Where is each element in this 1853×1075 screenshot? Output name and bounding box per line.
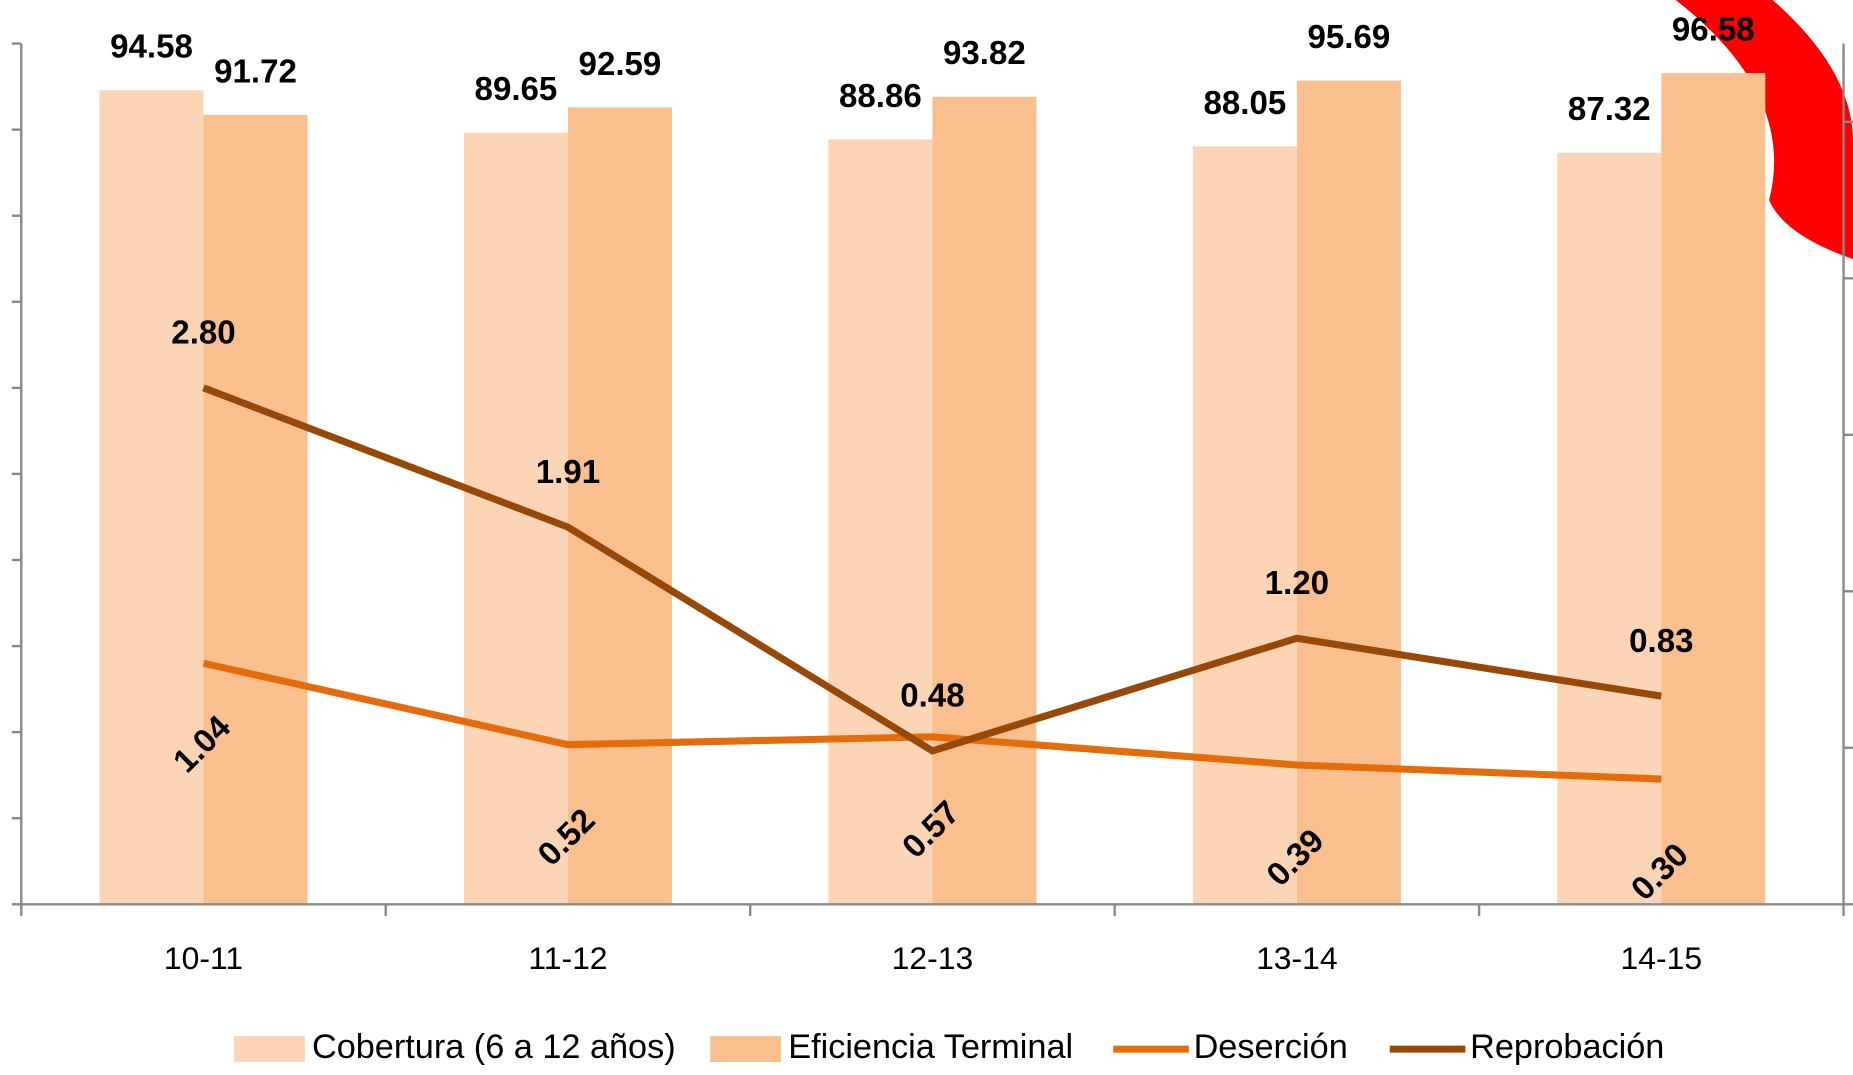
bar <box>203 114 308 905</box>
legend-label: Cobertura (6 a 12 años) <box>312 1028 676 1066</box>
bar-value-label: 89.65 <box>475 70 558 107</box>
bar-value-label: 87.32 <box>1568 90 1651 127</box>
bar-value-label: 94.58 <box>110 28 193 65</box>
bar <box>99 90 204 905</box>
bar <box>1192 146 1297 905</box>
bar-value-label: 95.69 <box>1307 18 1390 55</box>
x-tick-label: 11-12 <box>528 940 607 976</box>
bar <box>1661 73 1766 905</box>
bar-value-label: 92.59 <box>579 45 662 82</box>
line <box>202 384 1662 755</box>
bar-value-label: 96.58 <box>1672 11 1755 48</box>
bar <box>567 107 672 905</box>
decoration <box>1675 0 1853 260</box>
x-tick-label: 13-14 <box>1256 940 1338 976</box>
legend-swatch <box>233 1036 305 1063</box>
line <box>202 659 1662 783</box>
line-value-label: 0.83 <box>1629 622 1693 659</box>
bar <box>1557 152 1662 905</box>
bar-value-label: 88.05 <box>1203 84 1286 121</box>
x-tick-label: 12-13 <box>892 940 974 976</box>
line-value-label: 1.91 <box>536 453 600 490</box>
bar-value-label: 93.82 <box>943 34 1026 71</box>
line-value-label: 1.20 <box>1265 564 1329 601</box>
line-value-label: 0.48 <box>900 677 964 714</box>
legend-swatch <box>710 1036 782 1063</box>
legend-label: Deserción <box>1194 1028 1348 1066</box>
legend-label: Reprobación <box>1470 1028 1664 1066</box>
bar-value-label: 91.72 <box>214 52 297 89</box>
x-tick-label: 10-11 <box>164 940 243 976</box>
bar <box>1296 80 1401 905</box>
bar-value-label: 88.86 <box>839 77 922 114</box>
bar <box>828 139 933 905</box>
legend-label: Eficiencia Terminal <box>788 1028 1073 1066</box>
x-tick-label: 14-15 <box>1621 940 1703 976</box>
line-value-label: 2.80 <box>171 314 235 351</box>
bar <box>932 96 1037 905</box>
